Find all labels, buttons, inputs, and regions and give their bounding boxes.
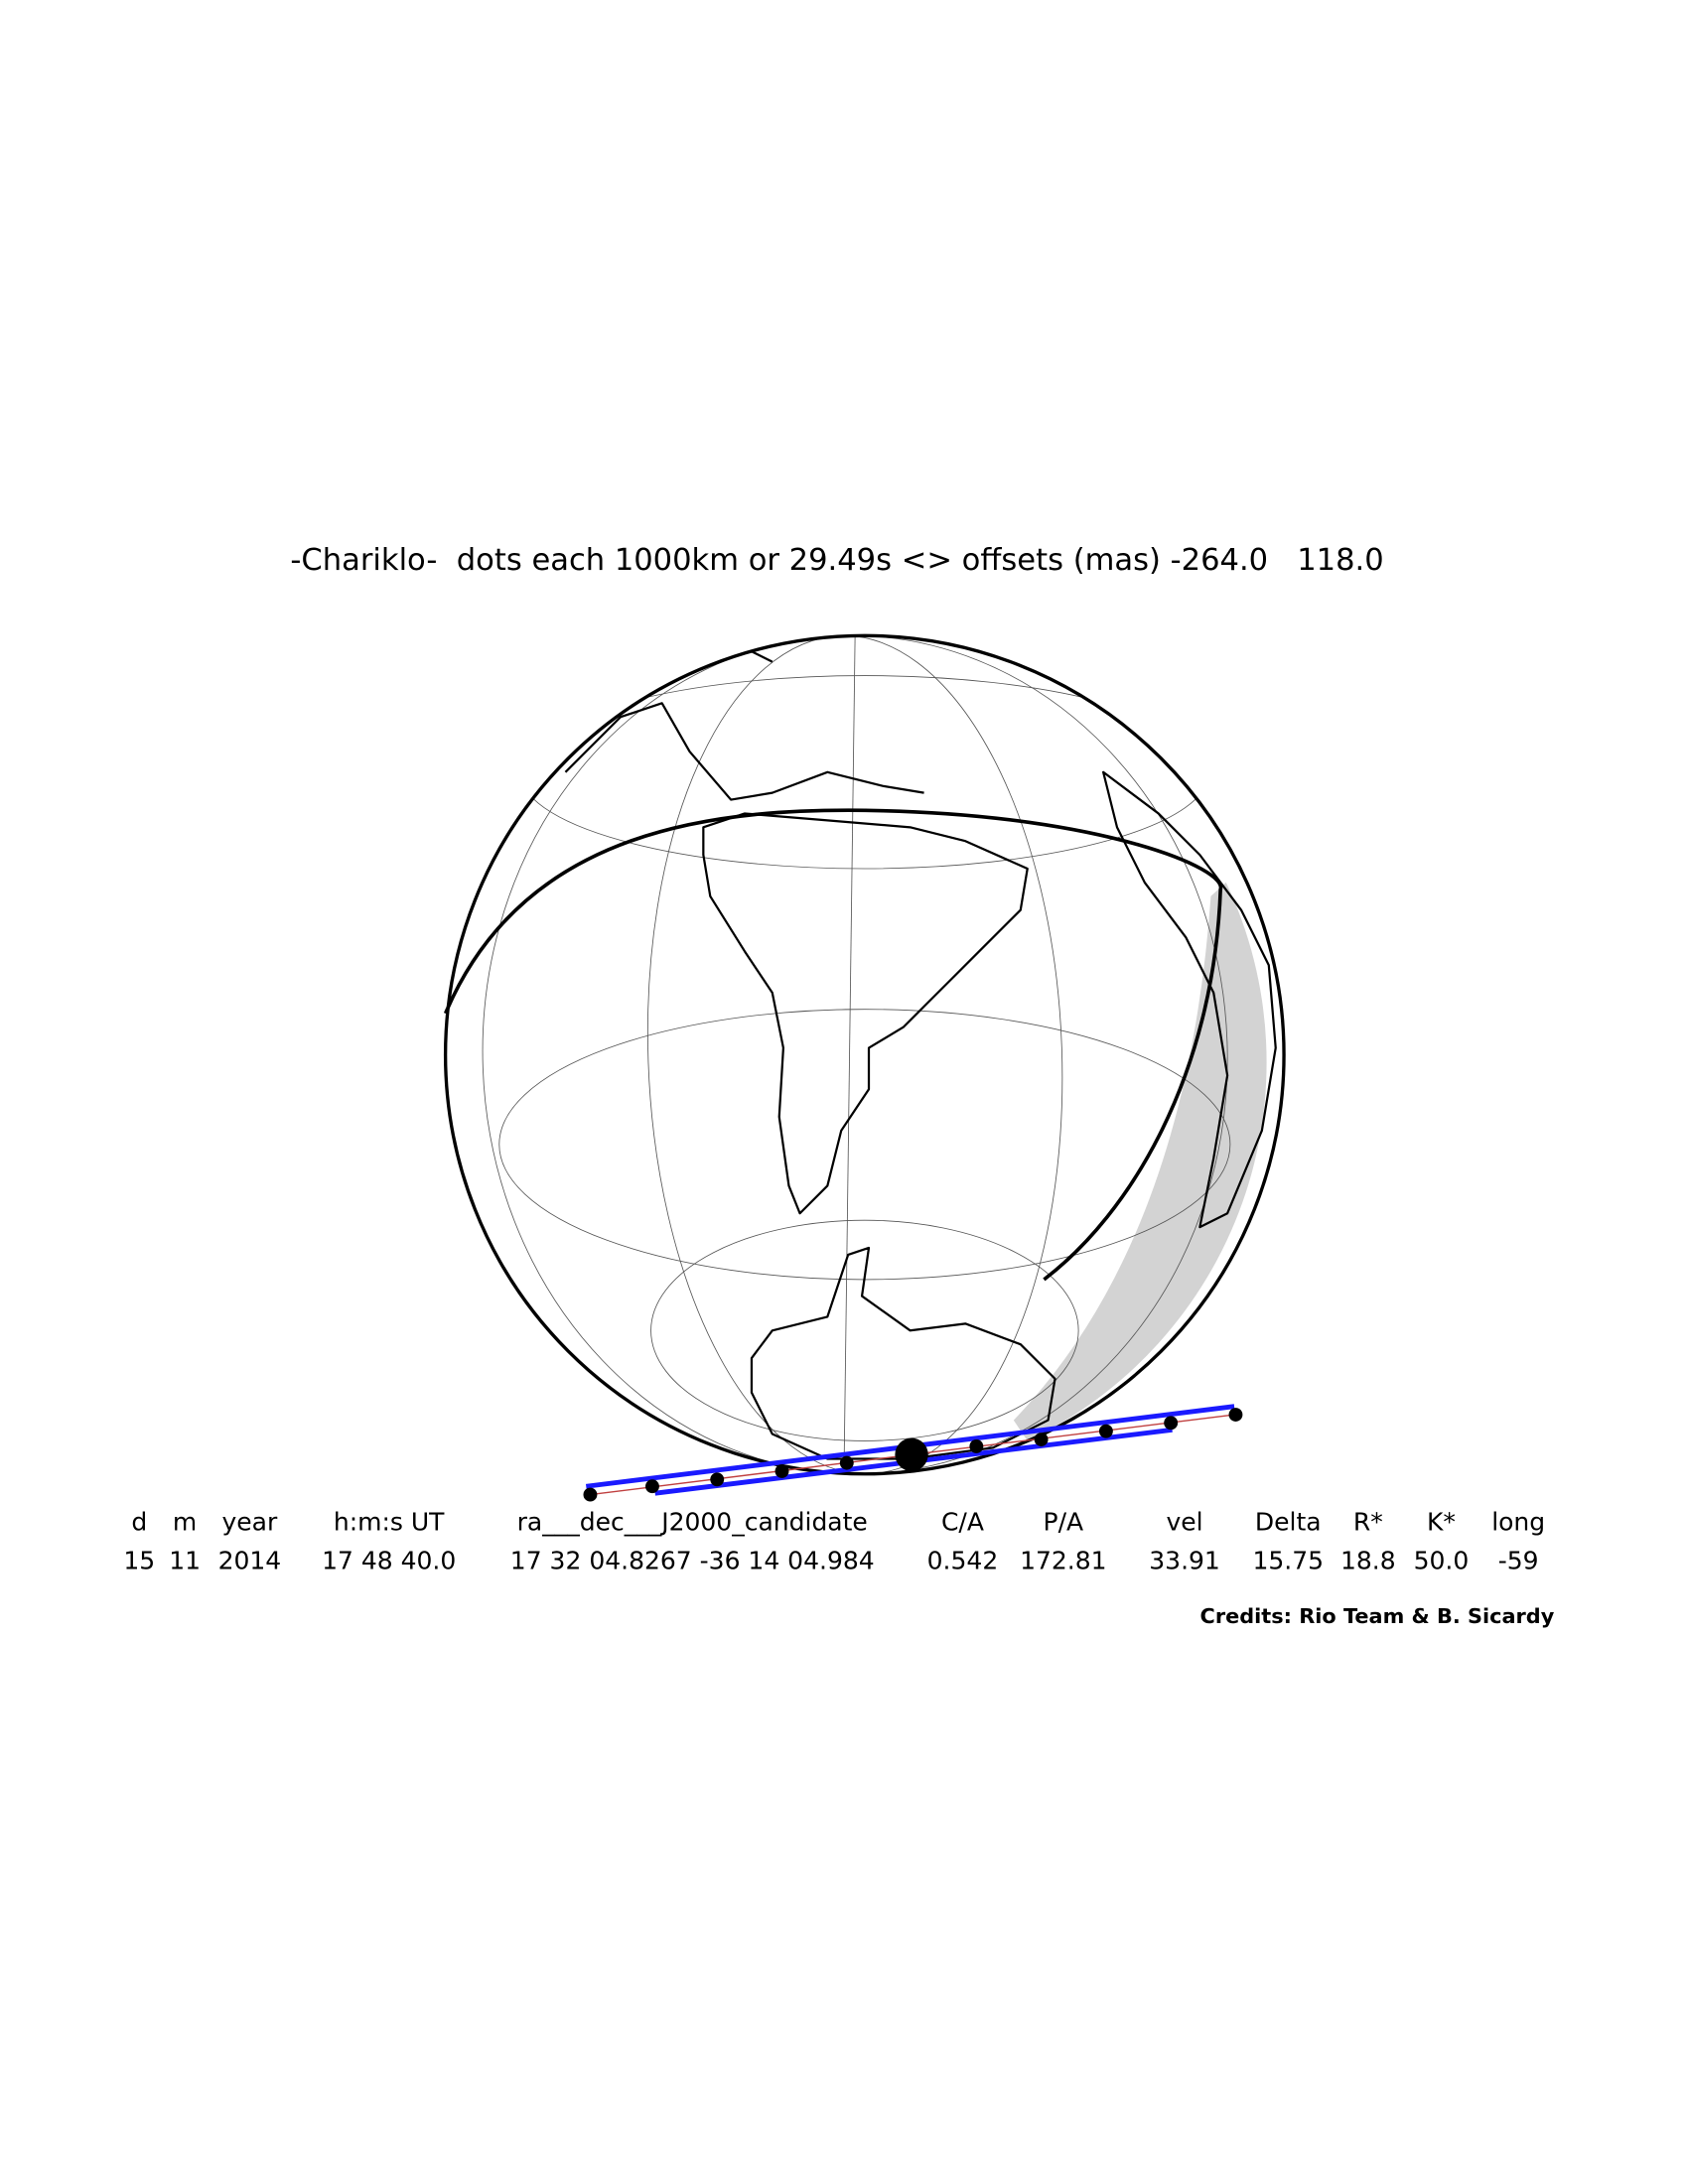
table-value: 15.75 bbox=[1252, 1547, 1324, 1575]
table-header: P/A bbox=[1044, 1508, 1084, 1537]
table-value: 17 32 04.8267 -36 14 04.984 bbox=[510, 1547, 875, 1575]
credits: Credits: Rio Team & B. Sicardy bbox=[1200, 1604, 1555, 1628]
table-header: m bbox=[173, 1508, 197, 1537]
south-america bbox=[702, 812, 1029, 1215]
globe-disc bbox=[445, 635, 1285, 1474]
path-dot bbox=[774, 1464, 789, 1478]
table-value: 2014 bbox=[218, 1547, 282, 1575]
table-header: d bbox=[131, 1508, 147, 1537]
path-dot bbox=[1164, 1416, 1179, 1431]
shadow-path bbox=[583, 1404, 1243, 1502]
table-header: ra___dec___J2000_candidate bbox=[517, 1508, 868, 1537]
path-dot-central bbox=[895, 1437, 928, 1471]
table-value: 172.81 bbox=[1020, 1547, 1106, 1575]
africa bbox=[1102, 770, 1277, 1229]
path-dot bbox=[839, 1455, 854, 1470]
event-table: d m year h:m:s UT ra___dec___J2000_candidate… bbox=[123, 1508, 1545, 1575]
table-header: h:m:s UT bbox=[334, 1508, 445, 1537]
figure-group: -Chariklo- dots each 1000km or 29.49s <>… bbox=[123, 543, 1554, 1628]
path-dot bbox=[710, 1472, 725, 1487]
globe bbox=[443, 633, 1286, 1476]
terminator bbox=[443, 808, 1223, 1282]
table-header: vel bbox=[1167, 1508, 1203, 1537]
path-dot bbox=[1228, 1408, 1243, 1422]
antarctica bbox=[750, 1246, 1056, 1460]
table-value: 15 bbox=[123, 1547, 155, 1575]
table-value: 0.542 bbox=[927, 1547, 999, 1575]
table-value: 11 bbox=[169, 1547, 201, 1575]
parallel bbox=[650, 1219, 1079, 1441]
table-value: 50.0 bbox=[1414, 1547, 1470, 1575]
path-dot bbox=[1034, 1433, 1049, 1446]
path-dot bbox=[1098, 1424, 1113, 1438]
table-header: Delta bbox=[1255, 1508, 1322, 1537]
meridian bbox=[843, 636, 856, 1473]
path-dot bbox=[583, 1487, 598, 1502]
table-value: 17 48 40.0 bbox=[322, 1547, 456, 1575]
table-header: K* bbox=[1427, 1508, 1456, 1537]
path-dot bbox=[645, 1479, 659, 1494]
table-header: R* bbox=[1353, 1508, 1383, 1537]
table-value: 33.91 bbox=[1149, 1547, 1220, 1575]
globe-limb bbox=[443, 633, 1286, 1476]
table-value: -59 bbox=[1498, 1547, 1539, 1575]
table-header: year bbox=[222, 1508, 278, 1537]
path-dots bbox=[583, 1408, 1243, 1502]
map-title: -Chariklo- dots each 1000km or 29.49s <>… bbox=[290, 543, 1383, 578]
central-america bbox=[564, 702, 924, 801]
table-value: 18.8 bbox=[1340, 1547, 1396, 1575]
path-dot bbox=[969, 1439, 984, 1453]
table-header: long bbox=[1491, 1508, 1545, 1537]
table-header: C/A bbox=[941, 1508, 984, 1537]
